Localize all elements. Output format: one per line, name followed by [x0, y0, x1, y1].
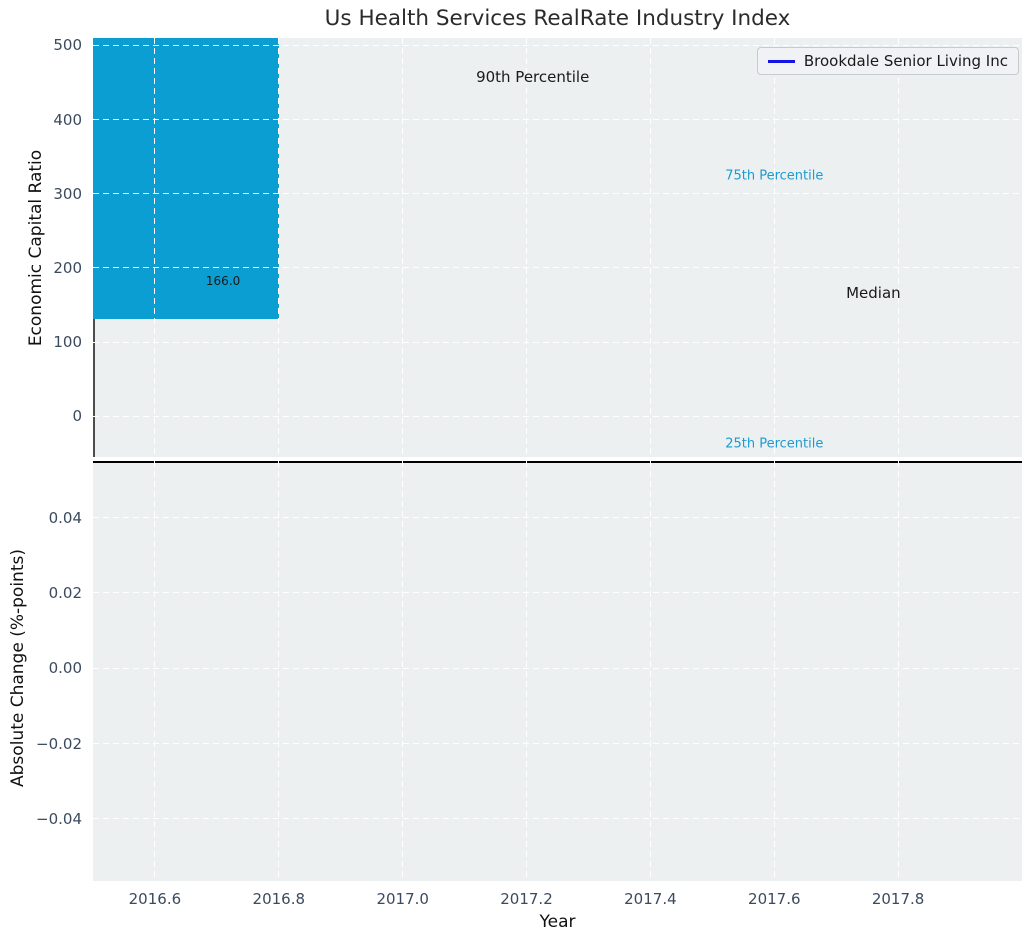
annotation-166-0: 166.0 [205, 273, 241, 288]
bottom-y-tick-label: −0.04 [36, 809, 82, 828]
v-gridline [402, 461, 404, 881]
h-gridline [93, 267, 1022, 269]
v-gridline [154, 461, 156, 881]
v-gridline [154, 38, 156, 457]
h-gridline [93, 517, 1022, 518]
bottom-y-tick-label: 0.00 [48, 659, 82, 678]
top-y-tick-label: 100 [53, 333, 82, 352]
v-gridline [773, 38, 775, 457]
h-gridline [93, 119, 1022, 121]
v-gridline [278, 461, 280, 881]
bottom-y-tick-label: 0.02 [48, 583, 82, 602]
annotation-median: Median [846, 284, 901, 303]
percentile-bar [93, 38, 279, 320]
whisker-line [93, 319, 95, 457]
v-gridline [278, 38, 280, 457]
h-gridline [93, 743, 1022, 744]
h-gridline [93, 44, 1022, 46]
h-gridline [93, 193, 1022, 195]
v-gridline [897, 38, 899, 457]
chart-title: Us Health Services RealRate Industry Ind… [324, 6, 791, 31]
top-y-tick-label: 200 [53, 258, 82, 277]
x-tick-label: 2017.8 [871, 890, 925, 908]
x-tick-label: 2016.6 [128, 890, 182, 908]
v-gridline [526, 38, 527, 457]
v-gridline [526, 461, 527, 881]
h-gridline [93, 341, 1022, 343]
top-y-tick-label: 500 [53, 36, 82, 55]
annotation-25th-percentile: 25th Percentile [725, 436, 824, 452]
top-y-axis-label: Economic Capital Ratio [26, 149, 46, 347]
top-y-tick-label: 400 [53, 110, 82, 129]
legend-box: Brookdale Senior Living Inc [756, 47, 1019, 75]
v-gridline [897, 461, 899, 881]
x-tick-label: 2017.6 [748, 890, 801, 908]
legend-line-swatch [767, 59, 795, 63]
h-gridline [93, 818, 1022, 820]
bottom-panel-plot-area [93, 461, 1022, 881]
bottom-y-tick-label: −0.02 [36, 734, 82, 753]
x-axis-label: Year [539, 912, 576, 932]
x-tick-label: 2017.4 [624, 890, 677, 908]
x-tick-label: 2016.8 [252, 890, 306, 908]
h-gridline [93, 667, 1022, 669]
v-gridline [649, 38, 651, 457]
top-y-tick-label: 0 [72, 407, 82, 426]
legend-label: Brookdale Senior Living Inc [803, 52, 1008, 70]
top-y-tick-label: 300 [53, 184, 82, 203]
h-gridline [93, 592, 1022, 594]
x-tick-label: 2017.0 [376, 890, 429, 908]
v-gridline [649, 461, 651, 881]
annotation-90th-percentile: 90th Percentile [476, 68, 590, 87]
x-tick-label: 2017.2 [500, 890, 553, 908]
zero-line [93, 461, 1022, 463]
v-gridline [402, 38, 404, 457]
bottom-y-tick-label: 0.04 [48, 508, 82, 527]
v-gridline [773, 461, 775, 881]
top-panel-plot-area: 90th Percentile 75th Percentile Median 25th… [93, 38, 1022, 457]
annotation-75th-percentile: 75th Percentile [725, 168, 824, 184]
h-gridline [93, 415, 1022, 417]
